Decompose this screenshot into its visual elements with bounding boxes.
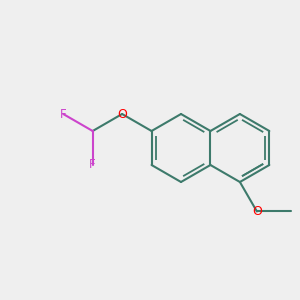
Text: O: O [252,205,262,218]
Text: O: O [117,107,127,121]
Text: F: F [60,107,67,121]
Text: F: F [89,158,96,172]
